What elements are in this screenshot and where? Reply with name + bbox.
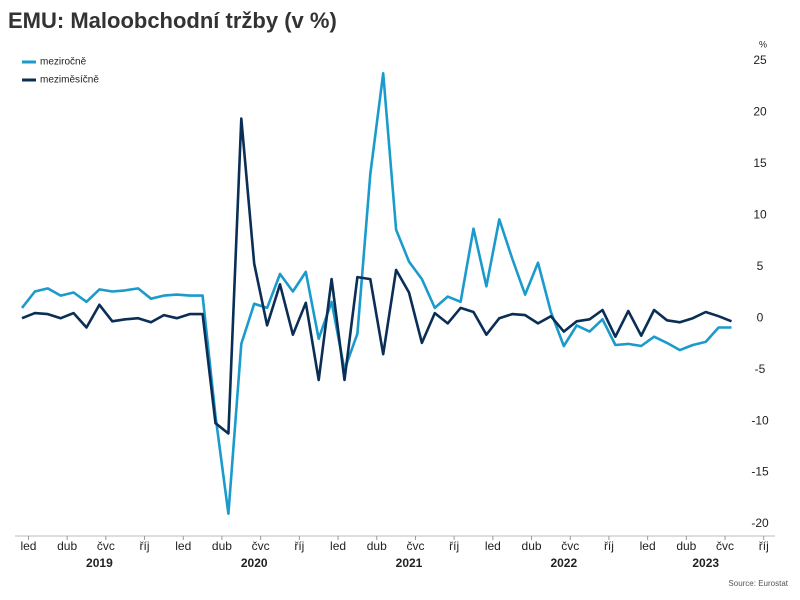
line-series [20,72,732,515]
y-tick-label: 25 [753,53,767,67]
x-tick-label: čvc [97,539,115,553]
x-tick-label: říj [449,539,459,553]
x-tick-label: čvc [252,539,270,553]
x-tick-label: říj [759,539,769,553]
x-tick-label: čvc [406,539,424,553]
line-series [21,117,732,435]
x-tick-label: říj [294,539,304,553]
x-tick-label: led [485,539,501,553]
x-tick-label: dub [676,539,696,553]
y-tick-label: -15 [751,465,769,479]
x-tick-label: dub [522,539,542,553]
y-tick-label: -20 [751,516,769,530]
y-unit: % [759,39,767,49]
year-label: 2020 [241,556,268,570]
x-tick-label: dub [212,539,232,553]
x-tick-label: led [330,539,346,553]
x-tick-label: říj [604,539,614,553]
x-tick-label: říj [140,539,150,553]
year-label: 2023 [692,556,719,570]
x-tick-label: dub [367,539,387,553]
y-tick-label: 20 [753,105,767,119]
year-label: 2022 [550,556,577,570]
y-tick-label: -5 [755,362,766,376]
legend-label: meziměsíčně [40,75,99,86]
y-tick-label: 15 [753,156,767,170]
x-tick-label: čvc [561,539,579,553]
y-tick-label: 5 [757,259,764,273]
y-tick-label: -10 [751,413,769,427]
x-tick-label: led [640,539,656,553]
x-tick-label: dub [57,539,77,553]
year-label: 2021 [396,556,423,570]
year-label: 2019 [86,556,113,570]
x-tick-label: led [175,539,191,553]
y-tick-label: 10 [753,208,767,222]
x-tick-label: led [20,539,36,553]
source: Source: Eurostat [728,579,788,588]
legend-label: meziročně [40,57,87,68]
y-tick-label: 0 [757,310,764,324]
x-tick-label: čvc [716,539,734,553]
chart-title: EMU: Maloobchodní tržby (v %) [8,8,337,33]
